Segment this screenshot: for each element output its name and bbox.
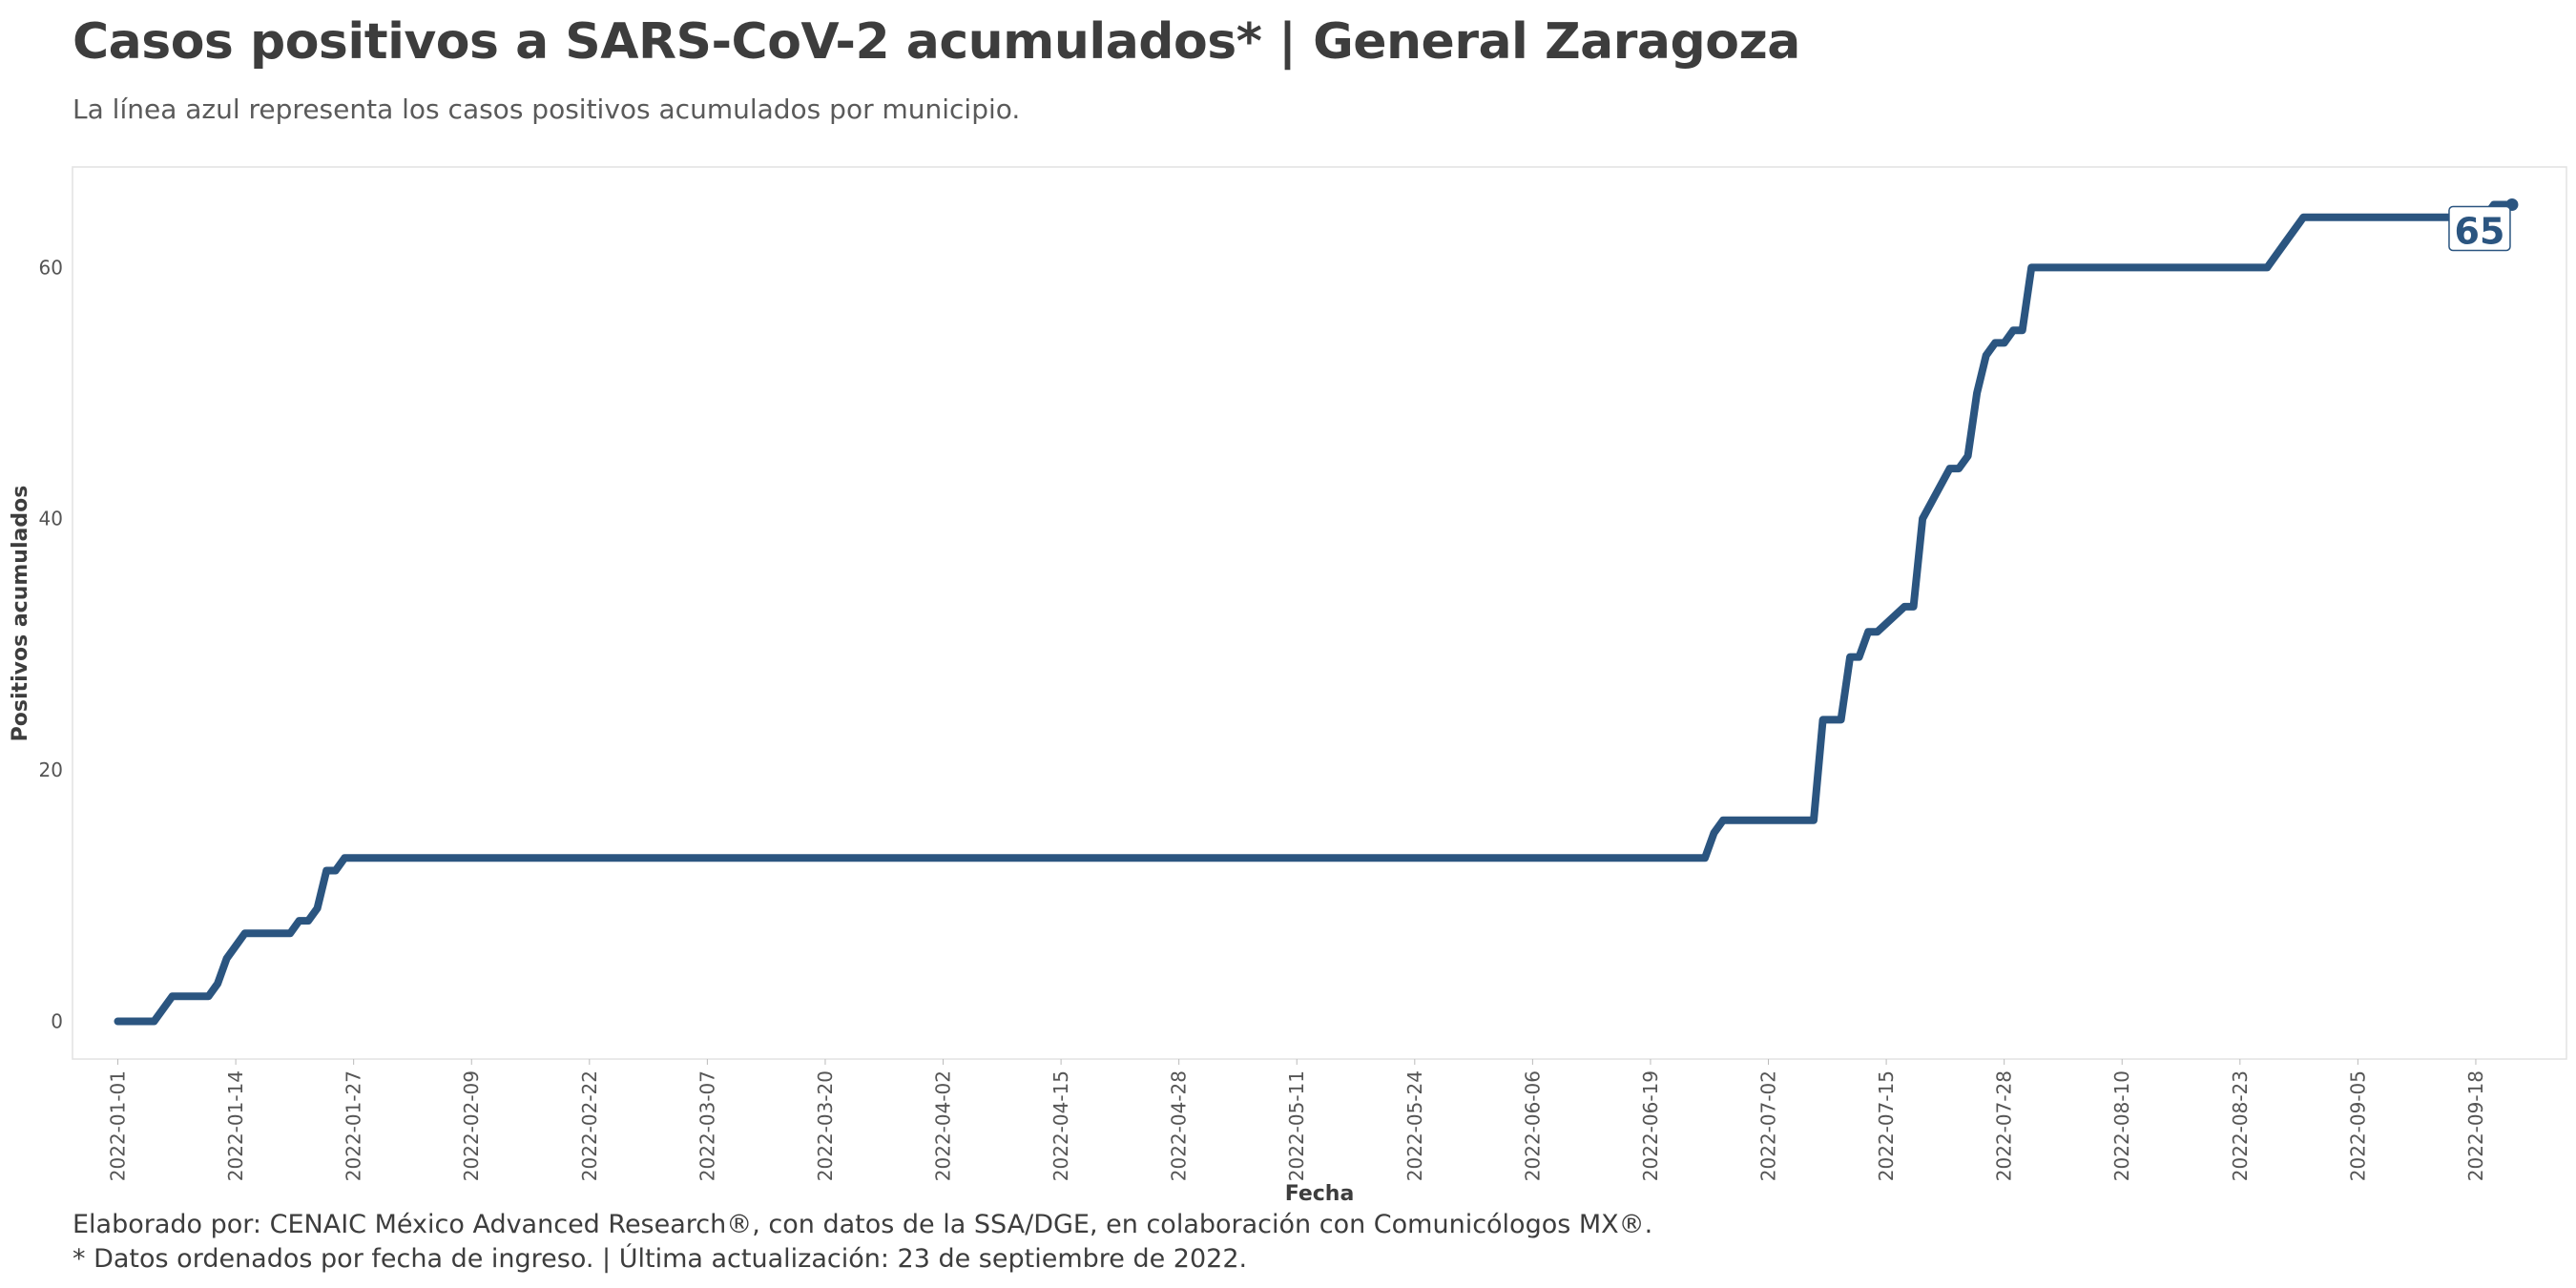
chart-subtitle: La línea azul representa los casos posit… (73, 93, 1021, 125)
y-tick-label: 20 (39, 758, 63, 781)
x-tick-label: 2022-05-11 (1285, 1070, 1308, 1181)
end-value-label-box (2448, 205, 2511, 252)
x-axis-title: Fecha (1285, 1182, 1355, 1206)
series-line-casos-acumulados (114, 200, 2516, 1026)
x-tick-label: 2022-01-01 (107, 1070, 130, 1181)
x-tick-label: 2022-03-20 (814, 1070, 837, 1181)
plot-panel (72, 166, 2567, 1060)
x-tick-label: 2022-01-27 (343, 1070, 365, 1181)
x-tick-label: 2022-04-28 (1168, 1070, 1191, 1181)
x-tick-label: 2022-07-15 (1875, 1070, 1898, 1181)
x-tick-label: 2022-06-06 (1521, 1070, 1544, 1181)
x-tick-label: 2022-08-23 (2229, 1070, 2252, 1181)
chart-title: Casos positivos a SARS-CoV-2 acumulados*… (73, 13, 1800, 71)
footer-note: * Datos ordenados por fecha de ingreso. … (73, 1244, 1248, 1274)
x-tick-label: 2022-06-19 (1639, 1070, 1662, 1181)
x-tick-label: 2022-09-05 (2346, 1070, 2369, 1181)
x-tick-label: 2022-08-10 (2110, 1070, 2133, 1181)
y-tick-label: 0 (51, 1009, 63, 1032)
x-axis-ticks: 2022-01-01 2022-01-14 2022-01-27 2022-02-09… (107, 1059, 2487, 1181)
y-tick-label: 40 (39, 508, 63, 530)
footer-credits: Elaborado por: CENAIC México Advanced Re… (73, 1210, 1653, 1239)
x-tick-label: 2022-05-24 (1403, 1070, 1426, 1181)
x-tick-label: 2022-07-02 (1757, 1070, 1780, 1181)
y-tick-label: 60 (39, 256, 63, 279)
x-tick-label: 2022-01-14 (224, 1070, 247, 1181)
x-tick-label: 2022-04-02 (932, 1070, 955, 1181)
x-tick-label: 2022-07-28 (1993, 1070, 2016, 1181)
x-tick-label: 2022-02-22 (578, 1070, 601, 1181)
x-tick-label: 2022-03-07 (696, 1070, 718, 1181)
end-value-label: 65 (2455, 211, 2505, 253)
x-tick-label: 2022-09-18 (2464, 1070, 2487, 1181)
y-axis-title: Positivos acumulados (9, 486, 32, 742)
x-tick-label: 2022-02-09 (460, 1070, 483, 1181)
y-axis-ticks: 0 20 40 60 (39, 256, 63, 1032)
x-tick-label: 2022-04-15 (1049, 1070, 1072, 1181)
